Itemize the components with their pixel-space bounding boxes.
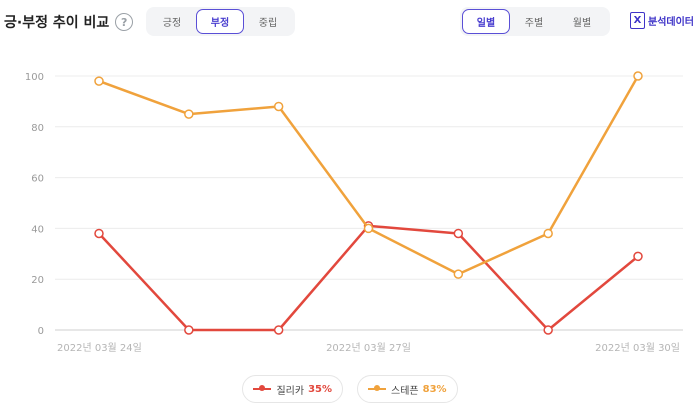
tab-monthly[interactable]: 월별	[572, 18, 592, 29]
y-tick-label: 80	[31, 123, 44, 134]
data-point	[453, 269, 464, 279]
download-data-label: 분석데이터	[648, 17, 694, 28]
legend-marker-series-2	[368, 385, 386, 391]
y-tick-label: 60	[31, 174, 44, 185]
tab-daily[interactable]: 일별	[462, 9, 510, 34]
data-point	[453, 228, 464, 239]
data-point	[184, 109, 194, 119]
data-point	[363, 223, 374, 234]
legend-label: 스테픈	[391, 385, 419, 397]
sentiment-tab-group: 긍정 부정 중립	[146, 7, 295, 36]
excel-icon: X	[630, 12, 645, 29]
data-point	[94, 228, 104, 239]
chart-header: 긍·부정 추이 비교 ?	[0, 0, 134, 44]
download-data-button[interactable]: X 분석데이터	[630, 12, 694, 29]
line-chart: 0 20 40 60 80 100 2022년 03월 24일 2022년 03월 27일 20…	[25, 71, 683, 354]
series-line	[97, 74, 640, 276]
x-tick-label: 2022년 03월 24일	[57, 342, 142, 354]
data-point	[273, 101, 284, 112]
chart-legend: 질리카 35% 스테픈 83%	[0, 375, 700, 403]
page-title: 긍·부정 추이 비교	[4, 15, 110, 31]
y-tick-label: 20	[31, 275, 44, 286]
legend-item-series-2[interactable]: 스테픈 83%	[357, 375, 458, 403]
x-tick-label: 2022년 03월 27일	[326, 342, 411, 354]
x-tick-label: 2022년 03월 30일	[595, 342, 680, 354]
tab-neutral[interactable]: 중립	[258, 18, 278, 29]
y-tick-label: 40	[31, 224, 44, 235]
y-tick-label: 100	[25, 72, 44, 83]
period-tab-group: 일별 주별 월별	[460, 7, 610, 36]
data-point	[273, 325, 284, 335]
legend-item-series-1[interactable]: 질리카 35%	[242, 375, 343, 403]
data-point	[633, 71, 643, 81]
tab-negative[interactable]: 부정	[196, 9, 244, 34]
tab-weekly[interactable]: 주별	[524, 18, 544, 29]
tab-positive[interactable]: 긍정	[162, 18, 182, 29]
data-point	[184, 325, 194, 335]
legend-percent: 35%	[308, 383, 332, 395]
data-point	[543, 228, 553, 239]
data-point	[94, 76, 104, 86]
legend-percent: 83%	[422, 383, 447, 395]
data-point	[633, 251, 643, 262]
series-line	[97, 224, 640, 332]
help-icon[interactable]: ?	[115, 13, 134, 31]
legend-label: 질리카	[276, 385, 305, 397]
data-point	[543, 325, 553, 335]
legend-marker-series-1	[253, 385, 272, 391]
y-tick-label: 0	[38, 326, 44, 337]
